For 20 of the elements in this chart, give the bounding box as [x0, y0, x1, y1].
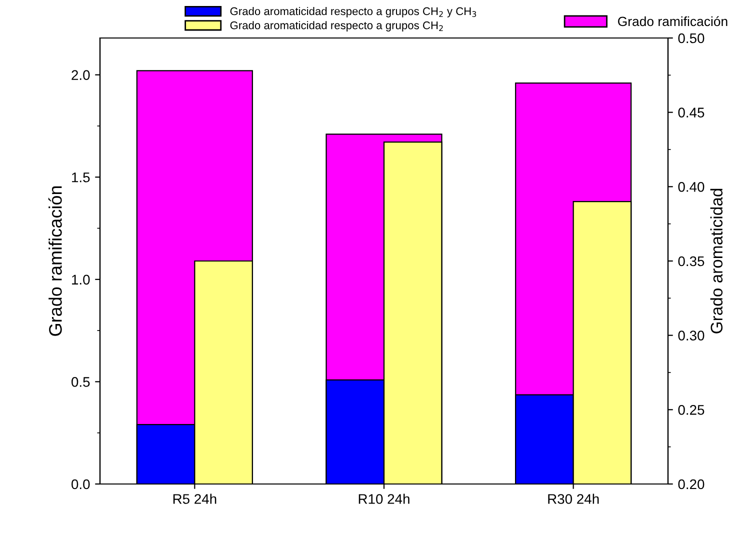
y2-tick-label: 0.25 [678, 405, 704, 415]
y-tick-label: 2.0 [72, 70, 90, 80]
x-tick-label: R30 24h [548, 494, 599, 504]
y2-tick-label: 0.35 [678, 256, 704, 266]
y2-tick-label: 0.30 [678, 330, 704, 341]
y-tick-label: 0.5 [72, 377, 90, 387]
y-tick-label: 1.0 [72, 274, 90, 285]
legend-label: Grado ramificación [618, 16, 728, 26]
y-tick-label: 1.5 [72, 172, 90, 182]
y2-tick-label: 0.50 [678, 33, 704, 44]
x-tick-label: R10 24h [358, 494, 410, 504]
legend-label: Grado aromaticidad respecto a grupos CH$_{2}$ y CH$_{3}$ [230, 7, 476, 18]
legend-label: Grado aromaticidad respecto a grupos CH$_{2}$ [230, 21, 443, 32]
y2-tick-label: 0.40 [678, 182, 704, 192]
y2-tick-label: 0.45 [678, 108, 704, 118]
y2-tick-label: 0.20 [678, 479, 704, 490]
y2-axis-title: Grado aromaticidad [710, 188, 723, 334]
y-tick-label: 0.0 [72, 479, 90, 490]
y-axis-title: Grado ramificación [48, 186, 62, 336]
x-tick-label: R5 24h [173, 494, 216, 504]
